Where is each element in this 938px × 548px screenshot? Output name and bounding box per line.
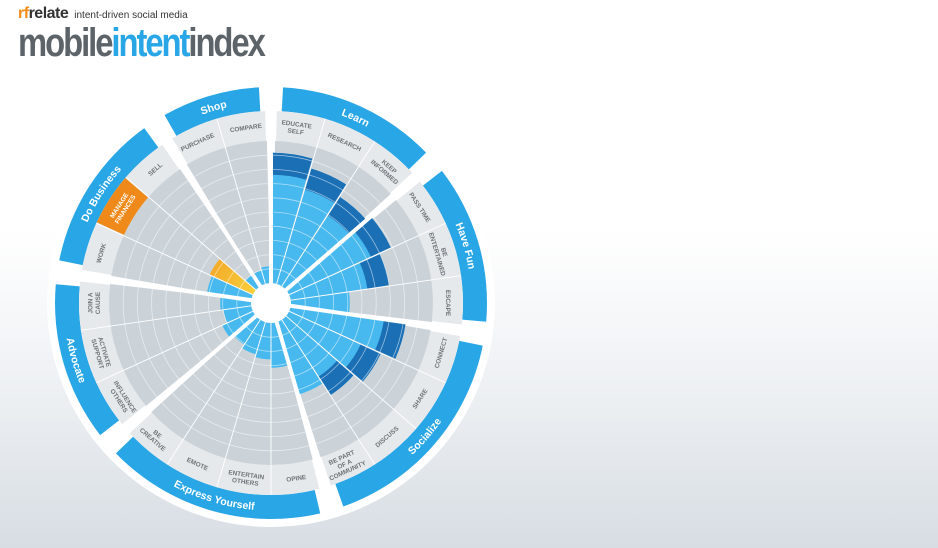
bar <box>276 319 323 395</box>
category-ring-segment <box>281 87 427 170</box>
grid-spoke <box>216 322 266 488</box>
grid-spoke <box>125 176 257 291</box>
grid-spoke <box>216 118 266 284</box>
grid-spoke <box>276 118 326 284</box>
subcategory-label: ENTERTAINOTHERS <box>227 469 265 488</box>
category-advocate: Advocate INFLUENCEOTHERSACTIVATESUPPORTJO… <box>55 281 256 436</box>
label-band <box>78 281 146 425</box>
label-band <box>321 330 461 486</box>
brand-suffix: relate <box>28 5 69 22</box>
category-separator <box>286 303 490 337</box>
header: rfrelate intent-driven social media mobi… <box>18 5 318 63</box>
category-separator <box>150 116 265 291</box>
category-ring-segment <box>59 128 159 266</box>
tagline: intent-driven social media <box>74 10 188 21</box>
bar-tip <box>346 344 381 382</box>
highlight-band <box>96 178 149 235</box>
grid-spoke <box>166 319 261 465</box>
grid-spoke <box>289 222 446 296</box>
category-ring-segment <box>164 87 261 136</box>
category-ring-segment <box>335 340 483 507</box>
bar <box>290 292 350 314</box>
bar <box>245 274 261 290</box>
bar-tip <box>318 360 354 395</box>
label-band <box>396 181 463 325</box>
subcategory-educate-self: EDUCATESELF <box>271 119 313 284</box>
category-express-yourself: Express YourselfOPINEENTERTAINOTHERSEMOT… <box>115 316 321 519</box>
bar-track <box>186 141 271 286</box>
brand-logo: rfrelate <box>18 5 69 23</box>
subcategory-label: JOIN ACAUSE <box>88 291 102 314</box>
category-separator <box>273 317 335 515</box>
grid-spoke <box>285 315 417 430</box>
bar-tip <box>359 254 390 289</box>
category-separator <box>103 311 261 449</box>
grid-spoke <box>96 222 253 296</box>
subcategory-label: ESCAPE <box>444 290 451 317</box>
category-ring-segment <box>422 170 487 322</box>
bar <box>209 259 256 295</box>
label-band <box>129 412 320 495</box>
wheel-hub <box>255 287 287 319</box>
page-title: mobileintentindex <box>18 21 266 65</box>
bar <box>223 305 253 323</box>
subcategory-label: COMPARE <box>229 123 263 135</box>
title-part-index: index <box>188 21 265 65</box>
category-ring-segment <box>115 436 321 519</box>
subcategory-be-part-of-a-community: BE PARTOF ACOMMUNITY <box>276 319 368 483</box>
label-band <box>172 111 267 165</box>
subcategory-compare: COMPARE <box>229 123 271 284</box>
category-separator <box>281 157 439 295</box>
grid-spoke <box>96 310 253 384</box>
subcategory-escape: ESCAPE <box>290 290 451 317</box>
bar-tip <box>328 197 366 235</box>
bar <box>271 152 313 284</box>
brand-row: rfrelate intent-driven social media <box>18 5 318 25</box>
subcategory-opine: OPINE <box>271 322 307 484</box>
bar-track <box>109 283 256 406</box>
grid-spoke <box>290 275 462 301</box>
bar <box>271 322 289 368</box>
subcategory-manage-finances: MANAGEFINANCES <box>96 178 256 295</box>
grid-spoke <box>289 310 446 384</box>
label-band <box>275 111 413 194</box>
title-part-mobile: mobile <box>18 21 113 65</box>
category-ring-segment <box>55 284 120 436</box>
grid-spoke <box>281 319 376 465</box>
bar-tip <box>375 320 406 359</box>
grid-spoke <box>281 141 376 287</box>
grid-spoke <box>80 305 252 331</box>
subcategory-label: OPINE <box>286 474 307 484</box>
category-separator <box>52 269 256 303</box>
bar <box>222 311 256 338</box>
brand-prefix: rf <box>18 5 29 22</box>
title-part-intent: intent <box>111 21 190 65</box>
bar <box>233 316 261 345</box>
subcategory-label: EDUCATESELF <box>280 119 313 137</box>
bar <box>260 266 271 284</box>
